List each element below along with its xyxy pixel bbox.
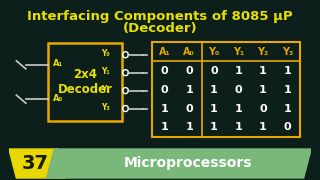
Text: 1: 1 <box>210 123 218 132</box>
Text: Y₀: Y₀ <box>208 46 220 57</box>
Text: 1: 1 <box>235 103 242 114</box>
Text: 1: 1 <box>259 123 267 132</box>
Text: A₀: A₀ <box>183 46 195 57</box>
Text: 1: 1 <box>185 84 193 95</box>
Text: Y₁: Y₁ <box>101 67 110 76</box>
Text: Y₃: Y₃ <box>101 103 110 112</box>
Bar <box>152 42 300 137</box>
Text: 1: 1 <box>284 66 292 75</box>
Text: 1: 1 <box>210 103 218 114</box>
Text: 1: 1 <box>161 123 169 132</box>
Text: Y₁: Y₁ <box>233 46 244 57</box>
Text: Interfacing Components of 8085 μP: Interfacing Components of 8085 μP <box>27 10 293 23</box>
Text: 2x4: 2x4 <box>73 68 97 80</box>
Text: A₁: A₁ <box>159 46 171 57</box>
Text: Y₂: Y₂ <box>101 85 110 94</box>
Text: 0: 0 <box>161 66 169 75</box>
Text: 0: 0 <box>210 66 218 75</box>
Text: Y₂: Y₂ <box>257 46 268 57</box>
Text: A₁: A₁ <box>53 59 63 68</box>
Text: 37: 37 <box>22 154 49 173</box>
Text: 1: 1 <box>210 84 218 95</box>
Text: 0: 0 <box>259 103 267 114</box>
Text: Microprocessors: Microprocessors <box>124 156 252 170</box>
Text: A₀: A₀ <box>53 94 63 103</box>
Polygon shape <box>47 149 311 178</box>
Text: 1: 1 <box>161 103 169 114</box>
Text: 1: 1 <box>284 103 292 114</box>
Text: 0: 0 <box>186 66 193 75</box>
Text: Decoder: Decoder <box>58 82 113 96</box>
Text: 1: 1 <box>259 66 267 75</box>
Text: 1: 1 <box>235 123 242 132</box>
Text: 0: 0 <box>186 103 193 114</box>
Bar <box>49 43 122 121</box>
Text: 0: 0 <box>235 84 242 95</box>
Text: (Decoder): (Decoder) <box>123 22 197 35</box>
Text: 1: 1 <box>185 123 193 132</box>
Text: 1: 1 <box>235 66 242 75</box>
Text: Y₃: Y₃ <box>282 46 293 57</box>
Text: 0: 0 <box>161 84 169 95</box>
Text: 1: 1 <box>284 84 292 95</box>
Text: Y₀: Y₀ <box>101 49 110 58</box>
Text: 1: 1 <box>259 84 267 95</box>
Polygon shape <box>9 149 66 178</box>
Text: 0: 0 <box>284 123 292 132</box>
